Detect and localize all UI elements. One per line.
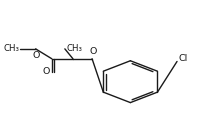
Text: CH₃: CH₃ [67,44,82,53]
Text: O: O [43,67,50,76]
Text: Cl: Cl [179,54,188,63]
Text: O: O [89,47,97,56]
Text: CH₃: CH₃ [3,44,19,53]
Text: O: O [33,51,40,60]
